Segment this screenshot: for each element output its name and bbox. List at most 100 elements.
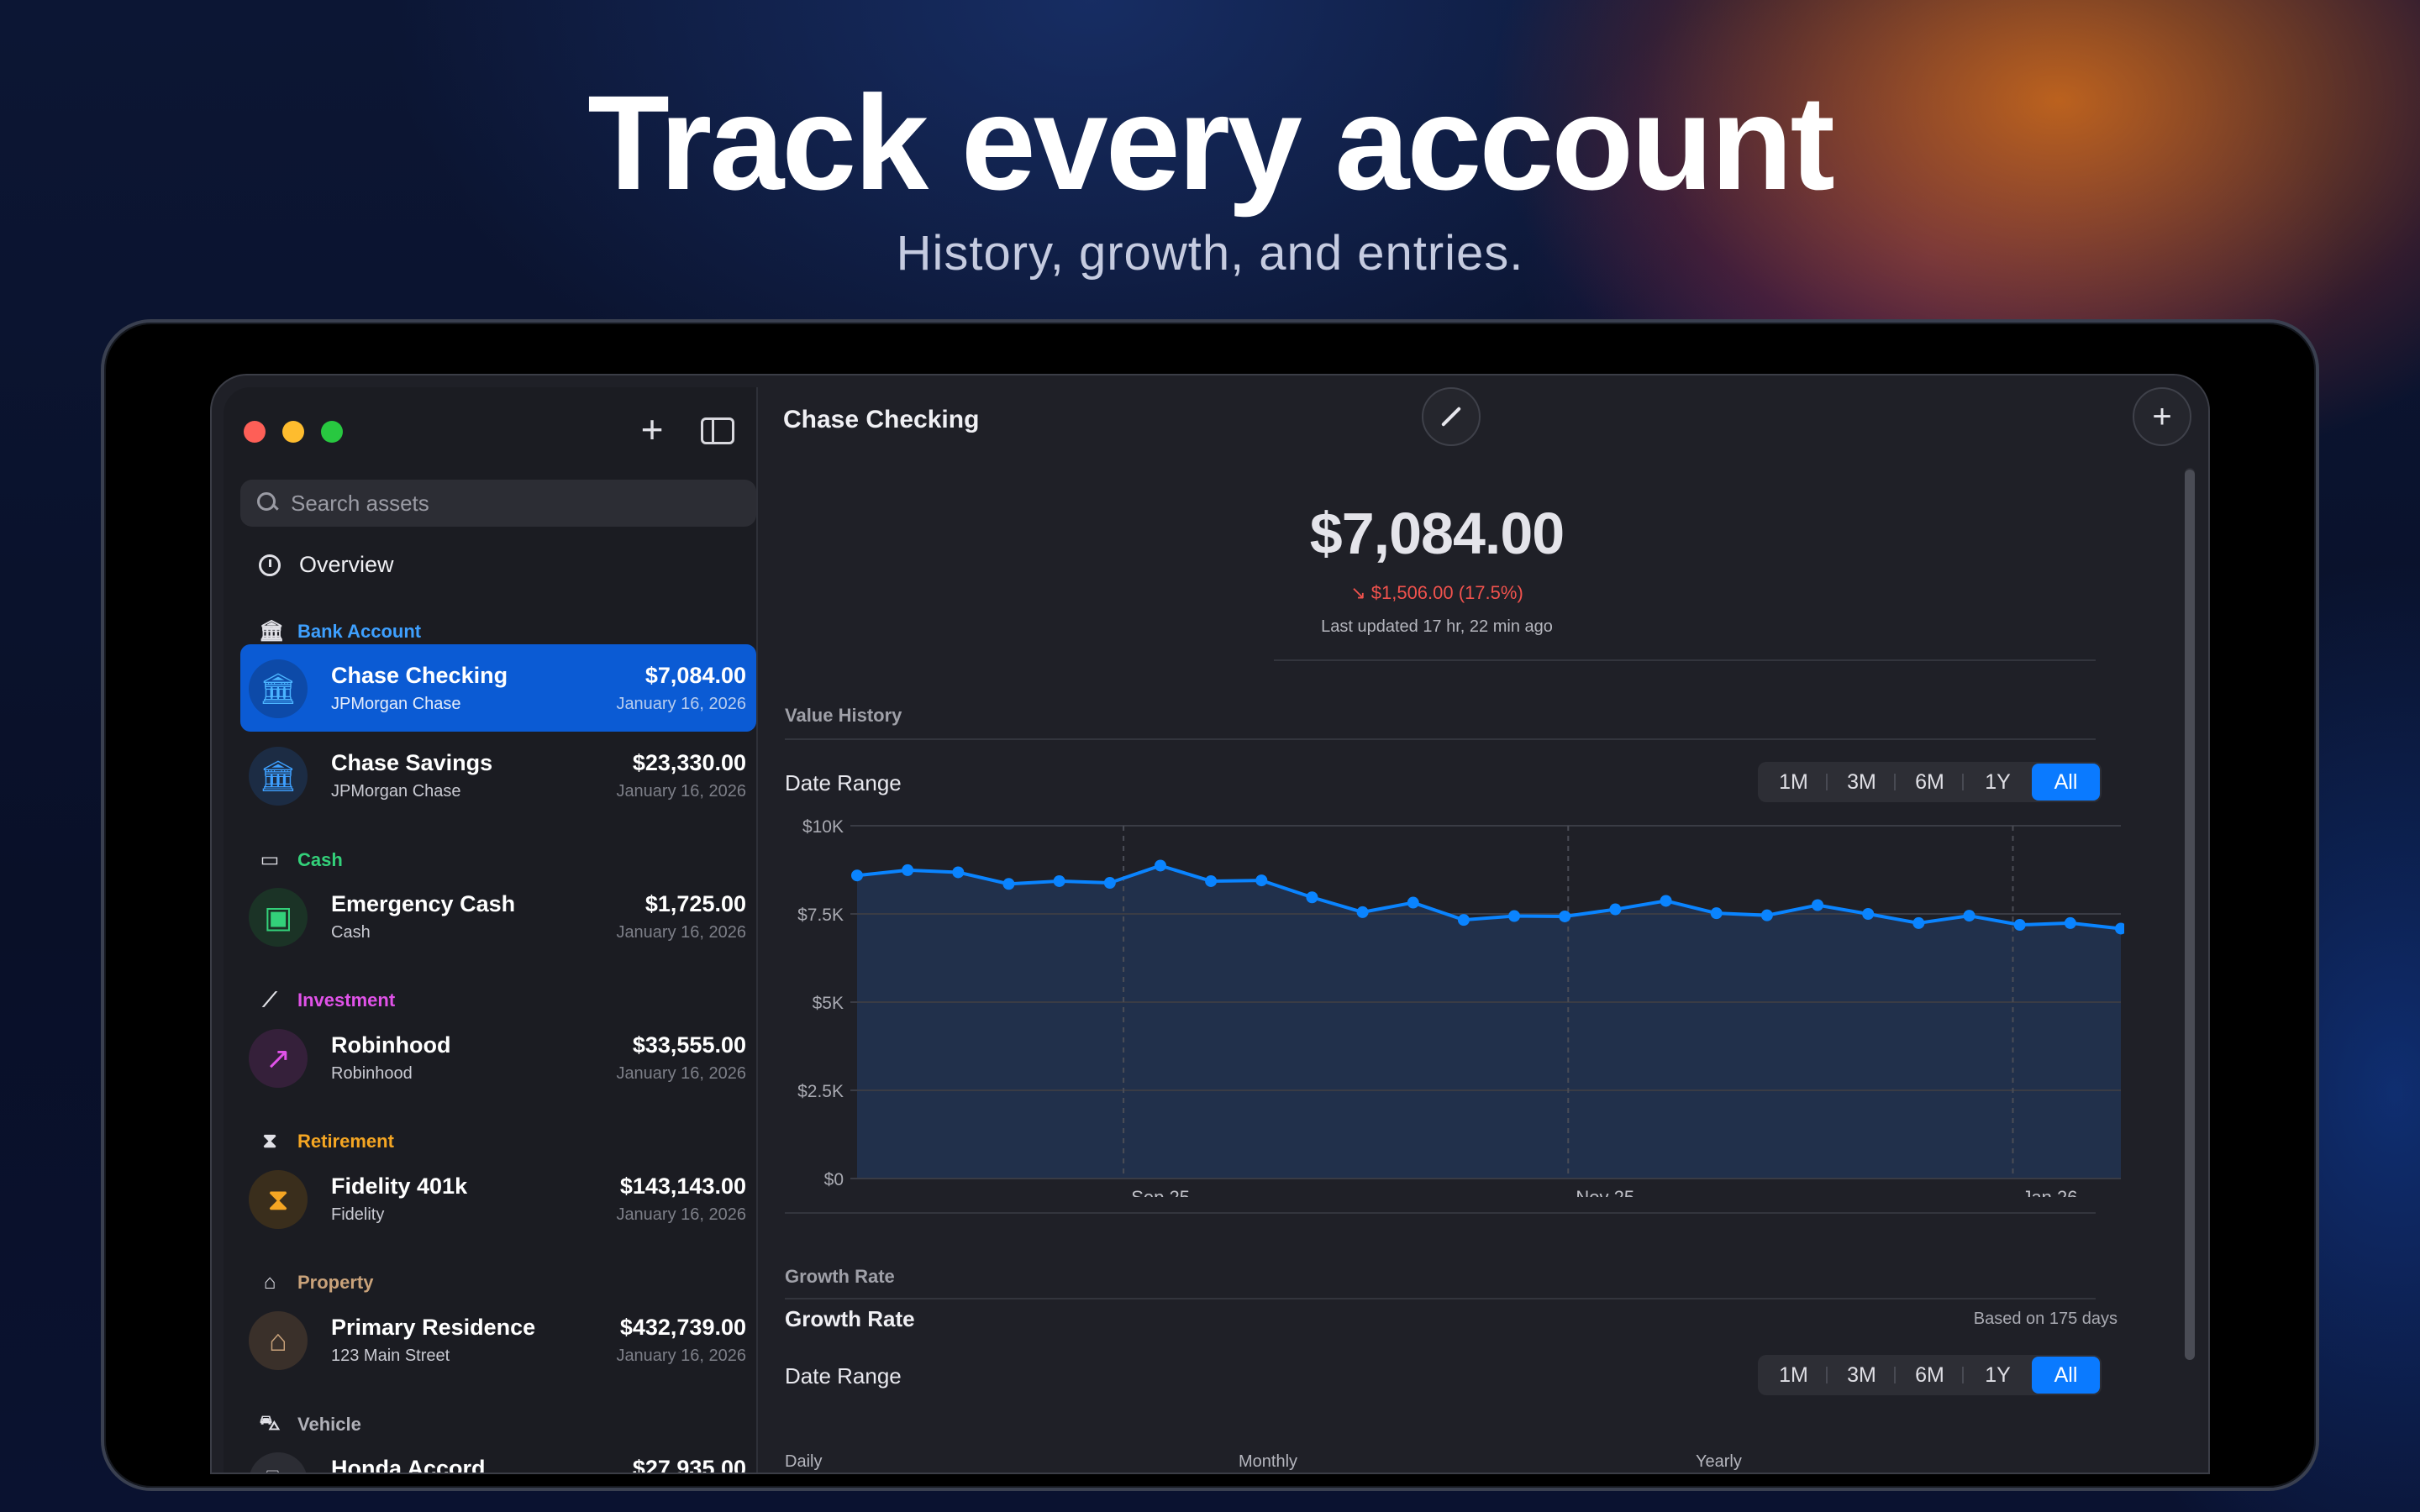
- area-fill: [857, 865, 2121, 1179]
- y-tick-label: $2.5K: [797, 1082, 844, 1101]
- data-point: [1356, 906, 1369, 918]
- detail-pane: Chase Checking + $7,084.00 ↘ $1,506.00 (…: [758, 375, 2208, 1473]
- page-title: Chase Checking: [783, 406, 980, 433]
- data-point: [2064, 916, 2076, 929]
- divider: [785, 738, 2096, 740]
- data-point: [1963, 910, 1975, 922]
- divider: [1274, 659, 2096, 661]
- data-point: [851, 869, 863, 882]
- sidebar: + Search assets Overview 🏛 Bank Account …: [224, 387, 758, 1473]
- chart-line-icon: ⟋: [262, 989, 277, 1011]
- growth-col-monthly: Monthly: [1239, 1452, 1298, 1471]
- data-point: [1660, 895, 1672, 907]
- trend-down-icon: ↘: [1350, 582, 1366, 603]
- sidebar-item-emergency-cash[interactable]: ▣ Emergency Cash Cash $1,725.00 January …: [240, 873, 756, 960]
- search-input[interactable]: Search assets: [240, 480, 756, 527]
- section-investment: ⟋ Investment: [259, 989, 396, 1012]
- divider: [785, 1212, 2096, 1214]
- data-point: [1710, 907, 1723, 920]
- data-point: [1508, 910, 1521, 922]
- sidebar-item-fidelity-401k[interactable]: ⧗ Fidelity 401k Fidelity $143,143.00 Jan…: [240, 1155, 756, 1242]
- value-change: ↘ $1,506.00 (17.5%): [758, 582, 2116, 604]
- range-option-1m[interactable]: 1M: [1760, 1357, 1828, 1394]
- add-entry-button[interactable]: +: [2133, 387, 2191, 446]
- y-tick-label: $10K: [802, 817, 844, 837]
- value-history-chart: $10K $7.5K $5K $2.5K $0 Sep 25 Nov 25 Jan 26: [797, 817, 2124, 1197]
- bank-icon: 🏛: [249, 747, 308, 806]
- sidebar-item-overview[interactable]: Overview: [259, 552, 394, 578]
- range-option-1y[interactable]: 1Y: [1985, 769, 2011, 794]
- section-cash: ▭ Cash: [260, 848, 343, 871]
- pencil-icon: [1440, 406, 1462, 428]
- edit-button[interactable]: [1422, 387, 1481, 446]
- section-bank-account: 🏛 Bank Account: [259, 620, 422, 643]
- range-option-1y[interactable]: 1Y: [1985, 1362, 2011, 1387]
- change-percent: (17.5%): [1458, 582, 1523, 603]
- range-option-all[interactable]: All: [2032, 1357, 2100, 1394]
- range-option-1m[interactable]: 1M: [1760, 764, 1828, 801]
- data-point: [1154, 859, 1166, 872]
- growth-col-yearly: Yearly: [1696, 1452, 1742, 1471]
- banknote-icon: ▭: [260, 848, 280, 871]
- last-updated: Last updated 17 hr, 22 min ago: [1321, 617, 1553, 636]
- window-controls: [244, 421, 343, 443]
- sidebar-toggle-icon[interactable]: [701, 417, 734, 444]
- data-point: [2013, 919, 2026, 932]
- hourglass-icon: ⧗: [249, 1170, 308, 1229]
- sidebar-item-robinhood[interactable]: ↗ Robinhood Robinhood $33,555.00 January…: [240, 1014, 756, 1101]
- maximize-button[interactable]: [321, 421, 343, 443]
- data-point: [1002, 878, 1015, 890]
- data-point: [1812, 899, 1824, 911]
- x-tick-label: Nov 25: [1576, 1187, 1634, 1197]
- date-range-label: Date Range: [785, 770, 902, 795]
- clock-icon: [259, 554, 281, 576]
- current-value: $7,084.00: [1309, 501, 1565, 566]
- minimize-button[interactable]: [282, 421, 304, 443]
- close-button[interactable]: [244, 421, 266, 443]
- house-icon: ⌂: [263, 1271, 276, 1294]
- section-vehicle: ⛍ Vehicle: [259, 1412, 361, 1437]
- sidebar-item-chase-checking[interactable]: 🏛 Chase Checking JPMorgan Chase $7,084.0…: [240, 644, 756, 732]
- range-option-all[interactable]: All: [2032, 764, 2100, 801]
- data-point: [1255, 874, 1268, 887]
- section-retirement: ⧗ Retirement: [259, 1130, 394, 1153]
- add-asset-button[interactable]: +: [640, 407, 664, 451]
- range-option-6m[interactable]: 6M: [1896, 1357, 1964, 1394]
- y-tick-label: $7.5K: [797, 906, 844, 925]
- house-icon: ⌂: [249, 1311, 308, 1370]
- banknote-icon: ▣: [249, 888, 308, 947]
- data-point: [1053, 874, 1065, 887]
- range-option-3m[interactable]: 3M: [1828, 1357, 1896, 1394]
- data-point: [1559, 910, 1571, 922]
- data-point: [1760, 909, 1773, 921]
- divider: [785, 1298, 2096, 1299]
- data-point: [952, 866, 965, 879]
- sidebar-item-chase-savings[interactable]: 🏛 Chase Savings JPMorgan Chase $23,330.0…: [240, 732, 756, 819]
- sidebar-item-honda-accord[interactable]: ⛍ Honda Accord $27,935.00: [240, 1437, 756, 1473]
- growth-date-range-picker[interactable]: 1M 3M 6M 1Y All: [1758, 1355, 2102, 1395]
- app-window: + Search assets Overview 🏛 Bank Account …: [210, 374, 2210, 1474]
- y-tick-label: $5K: [813, 994, 844, 1013]
- x-tick-label: Sep 25: [1131, 1187, 1190, 1197]
- bank-icon: 🏛: [249, 659, 308, 718]
- hourglass-icon: ⧗: [262, 1130, 277, 1152]
- hero-title: Track every account: [587, 67, 1835, 218]
- y-tick-label: $0: [824, 1170, 844, 1189]
- search-icon: [257, 492, 279, 514]
- car-icon: ⛍: [249, 1452, 308, 1473]
- data-point: [1407, 896, 1419, 909]
- series-line: [856, 864, 2122, 931]
- range-option-6m[interactable]: 6M: [1896, 764, 1964, 801]
- data-point: [1862, 908, 1875, 920]
- change-amount: $1,506.00: [1370, 582, 1454, 603]
- data-point: [902, 864, 914, 876]
- data-point: [2115, 922, 2124, 935]
- search-placeholder: Search assets: [291, 490, 429, 516]
- section-property: ⌂ Property: [259, 1271, 374, 1294]
- sidebar-item-primary-residence[interactable]: ⌂ Primary Residence 123 Main Street $432…: [240, 1296, 756, 1383]
- date-range-picker[interactable]: 1M 3M 6M 1Y All: [1758, 762, 2102, 802]
- scrollbar-thumb[interactable]: [2185, 470, 2195, 1360]
- range-option-3m[interactable]: 3M: [1828, 764, 1896, 801]
- growth-based-on: Based on 175 days: [1973, 1310, 2118, 1328]
- plus-icon: +: [2152, 397, 2172, 435]
